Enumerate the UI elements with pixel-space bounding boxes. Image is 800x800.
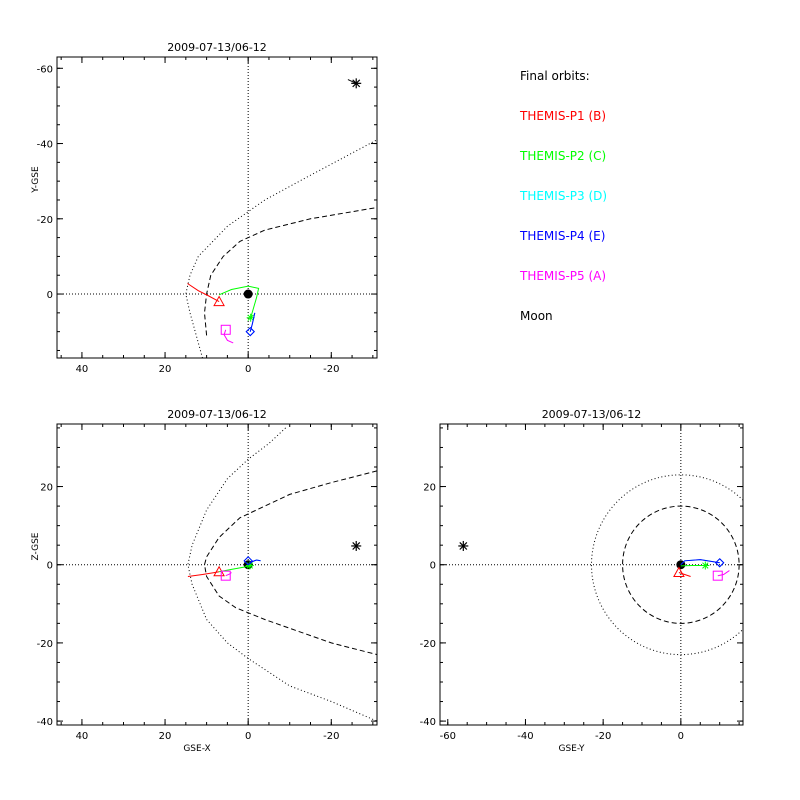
magnetopause-line bbox=[622, 505, 740, 624]
asterisk-marker-stroke bbox=[247, 314, 254, 321]
moon-asterisk-stroke bbox=[352, 79, 361, 88]
series-themis-p5-a bbox=[712, 570, 730, 581]
diamond-marker bbox=[245, 326, 255, 337]
orbit-line bbox=[223, 329, 234, 344]
moon-marker bbox=[458, 540, 469, 551]
panel-yz: 2009-07-13/06-12 -60 -40 -20 0 -40 -20 0 20 GSE-Y bbox=[420, 408, 744, 754]
chart-title: 2009-07-13/06-12 bbox=[542, 408, 642, 421]
bow-shock-line bbox=[591, 474, 743, 656]
series-themis-p2-c bbox=[219, 561, 254, 573]
earth-marker bbox=[243, 289, 253, 299]
series-themis-p1-b bbox=[187, 283, 225, 307]
y-tick-label: 20 bbox=[423, 483, 436, 494]
panel-xy: 2009-07-13/06-12 40 20 0 -20 -60 -40 -20 0 Y-GSE bbox=[31, 41, 378, 375]
bow-shock-line bbox=[185, 139, 377, 358]
y-axis-label: Y-GSE bbox=[31, 166, 41, 194]
orbit-line bbox=[717, 570, 730, 577]
legend-item-p4: THEMIS-P4 (E) bbox=[519, 229, 605, 243]
x-tick-label: 0 bbox=[245, 364, 251, 375]
y-tick-label: 20 bbox=[40, 483, 53, 494]
x-tick-label: 40 bbox=[76, 731, 89, 742]
asterisk-marker-stroke bbox=[246, 562, 254, 569]
orbit-line bbox=[225, 572, 232, 577]
x-tick-label: -20 bbox=[323, 364, 339, 375]
y-tick-label: -60 bbox=[37, 64, 53, 75]
legend-item-p5: THEMIS-P5 (A) bbox=[519, 269, 606, 283]
x-tick-label: -20 bbox=[595, 731, 611, 742]
y-tick-label: 0 bbox=[47, 561, 53, 572]
series-themis-p4-e bbox=[245, 312, 256, 337]
series-themis-p4-e bbox=[680, 558, 725, 568]
x-tick-label: 0 bbox=[678, 731, 684, 742]
x-tick-label: -40 bbox=[517, 731, 533, 742]
legend-item-p1: THEMIS-P1 (B) bbox=[519, 109, 606, 123]
y-tick-label: 0 bbox=[430, 561, 436, 572]
y-tick-label: -40 bbox=[37, 140, 53, 151]
y-tick-label: -40 bbox=[37, 717, 53, 728]
orbit-line bbox=[187, 571, 220, 577]
diamond-marker bbox=[714, 558, 725, 568]
x-tick-label: 20 bbox=[159, 364, 172, 375]
y-axis-label: Z-GSE bbox=[31, 532, 41, 560]
series-themis-p2-c bbox=[680, 561, 710, 570]
orbit-line bbox=[680, 559, 720, 566]
y-tick-label: 0 bbox=[47, 290, 53, 301]
orbit-line bbox=[218, 285, 260, 318]
orbit-line bbox=[187, 283, 220, 303]
plot-frame bbox=[56, 56, 378, 359]
orbit-line bbox=[678, 572, 691, 577]
plot-area bbox=[57, 57, 377, 358]
x-tick-label: -20 bbox=[323, 731, 339, 742]
magnetopause-line bbox=[203, 470, 377, 656]
square-marker bbox=[220, 570, 231, 581]
panel-xz: 2009-07-13/06-12 40 20 0 -20 -40 -20 0 20 GSE-X Z-… bbox=[31, 408, 378, 754]
chart-title: 2009-07-13/06-12 bbox=[167, 41, 267, 54]
plot-frame bbox=[56, 423, 378, 726]
legend-title: Final orbits: bbox=[520, 69, 590, 83]
orbit-line bbox=[249, 312, 256, 332]
plot-area bbox=[440, 424, 743, 725]
triangle-marker bbox=[673, 566, 685, 578]
plot-frame bbox=[439, 423, 744, 726]
x-tick-label: 0 bbox=[245, 731, 251, 742]
y-tick-label: -20 bbox=[420, 639, 436, 650]
x-tick-label: 40 bbox=[76, 364, 89, 375]
legend-item-p3: THEMIS-P3 (D) bbox=[519, 189, 607, 203]
diamond-marker bbox=[243, 556, 253, 566]
plot-area bbox=[57, 424, 377, 725]
series-themis-p5-a bbox=[220, 324, 234, 344]
x-tick-label: 20 bbox=[159, 731, 172, 742]
moon-asterisk-stroke bbox=[459, 542, 468, 550]
y-tick-label: -20 bbox=[37, 639, 53, 650]
series-themis-p1-b bbox=[673, 566, 691, 578]
orbit-line bbox=[219, 565, 250, 573]
chart-title: 2009-07-13/06-12 bbox=[167, 408, 267, 421]
series-themis-p2-c bbox=[218, 285, 260, 322]
asterisk-marker-stroke bbox=[702, 562, 709, 569]
y-tick-label: -20 bbox=[37, 215, 53, 226]
moon-asterisk-stroke bbox=[352, 542, 361, 550]
moon-marker bbox=[351, 78, 362, 89]
x-axis-label: GSE-X bbox=[183, 744, 210, 754]
square-marker bbox=[712, 570, 723, 581]
series-themis-p4-e bbox=[243, 556, 261, 566]
y-tick-label: -40 bbox=[420, 717, 436, 728]
bow-shock-line bbox=[187, 427, 377, 722]
triangle-marker bbox=[213, 295, 225, 307]
series-themis-p5-a bbox=[220, 570, 232, 581]
magnetopause-line bbox=[203, 207, 377, 336]
legend-item-moon: Moon bbox=[520, 309, 553, 323]
legend-item-p2: THEMIS-P2 (C) bbox=[519, 149, 606, 163]
moon-marker bbox=[351, 540, 362, 551]
x-tick-label: -60 bbox=[440, 731, 456, 742]
legend: Final orbits: THEMIS-P1 (B) THEMIS-P2 (C… bbox=[519, 69, 607, 323]
square-marker bbox=[220, 324, 231, 335]
x-axis-label: GSE-Y bbox=[558, 744, 585, 754]
